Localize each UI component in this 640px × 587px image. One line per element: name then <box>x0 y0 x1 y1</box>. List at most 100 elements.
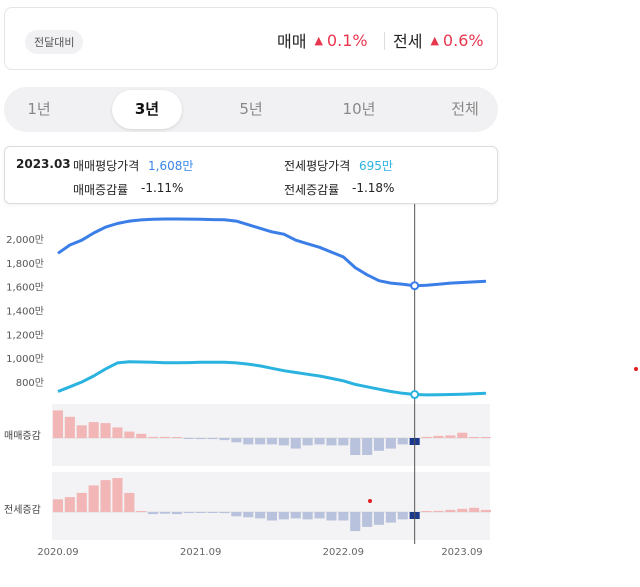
tooltip-date: 2023.03 <box>16 157 71 171</box>
change-bar <box>457 508 468 512</box>
change-bar <box>243 438 254 445</box>
change-bar <box>385 512 396 523</box>
sale-change-label: 매매 <box>277 32 307 51</box>
change-bar <box>278 512 289 520</box>
jeonse-change-value: 0.6% <box>442 30 484 50</box>
change-bar <box>433 510 444 512</box>
sale-change: 매매 ▲ 0.1% <box>277 28 368 52</box>
change-bar <box>100 423 111 438</box>
change-bar <box>266 438 277 445</box>
change-bar <box>421 511 432 512</box>
change-bar <box>112 427 123 438</box>
change-bar <box>350 512 361 532</box>
change-bar <box>64 497 75 512</box>
change-bar <box>171 512 182 515</box>
change-bar <box>171 437 182 438</box>
change-bar <box>302 438 313 446</box>
change-bar <box>148 512 159 515</box>
x-tick-label: 2020.09 <box>37 547 78 558</box>
x-tick-label: 2021.09 <box>180 547 221 558</box>
change-bar <box>64 416 75 439</box>
period-tabs: 1년 3년 5년 10년 전체 <box>4 87 498 132</box>
change-bar <box>338 512 349 521</box>
period-badge: 전달대비 <box>25 30 84 54</box>
change-bar <box>124 431 135 438</box>
change-bar <box>243 512 254 518</box>
y-tick-label: 2,000만 <box>6 234 44 246</box>
change-bar <box>148 436 159 438</box>
change-bar <box>195 512 206 513</box>
change-bar <box>385 438 396 449</box>
triangle-up-icon: ▲ <box>314 33 323 47</box>
tooltip-sale-rate-label: 매매증감률 <box>73 183 129 197</box>
price-line-0 <box>57 217 487 288</box>
y-tick-label: 1,000만 <box>6 353 44 365</box>
change-bar <box>326 438 337 446</box>
change-bar <box>159 436 170 438</box>
crosshair-point-0 <box>410 281 420 291</box>
change-bar <box>136 511 147 512</box>
change-bar <box>52 410 63 438</box>
change-bar <box>100 480 111 512</box>
change-bar <box>445 509 456 512</box>
change-bar <box>480 437 491 438</box>
change-bar <box>207 512 218 513</box>
change-bar <box>76 425 87 439</box>
change-bar <box>397 512 408 520</box>
change-bar <box>314 438 325 445</box>
tab-10y[interactable]: 10년 <box>342 100 376 118</box>
change-bar <box>314 512 325 519</box>
change-bar <box>88 485 99 512</box>
sale-change-value: 0.1% <box>326 30 368 50</box>
change-bar <box>195 438 206 440</box>
y-tick-label: 1,800만 <box>6 258 44 270</box>
bar-section-label: 매매증감 <box>4 430 41 442</box>
tooltip-jeonse-avg-label: 전세평당가격 <box>284 159 351 173</box>
change-bar <box>433 435 444 438</box>
change-bar <box>397 438 408 445</box>
tooltip-sale-avg-label: 매매평당가격 <box>73 159 140 173</box>
summary-divider <box>384 32 385 50</box>
x-tick-label: 2022.09 <box>323 547 364 558</box>
y-tick-label: 800만 <box>16 377 44 389</box>
change-bar <box>278 438 289 446</box>
tooltip-jeonse-rate-label: 전세증감률 <box>284 183 340 197</box>
price-chart[interactable]: 2,000만 1,800만 1,600만 1,400만 1,200만 1,000만 800만… <box>0 204 500 564</box>
tab-all[interactable]: 전체 <box>451 100 479 118</box>
change-bar <box>112 478 123 512</box>
y-tick-label: 1,200만 <box>6 329 44 341</box>
y-tick-label: 1,600만 <box>6 282 44 294</box>
change-bar <box>255 438 266 445</box>
change-bar <box>362 438 373 455</box>
tab-3y[interactable]: 3년 <box>112 90 182 129</box>
change-bar <box>338 438 349 446</box>
change-bar <box>183 438 194 439</box>
chart-tooltip: 2023.03 매매평당가격 1,608만 전세평당가격 695만 매매증감률 … <box>4 146 498 204</box>
change-bar <box>76 492 87 512</box>
change-bar <box>219 438 230 441</box>
change-bar <box>219 512 230 514</box>
triangle-up-icon: ▲ <box>430 33 439 47</box>
change-bar <box>350 438 361 455</box>
change-bar <box>207 438 218 440</box>
change-bar <box>373 438 384 451</box>
change-bar <box>266 512 277 521</box>
tooltip-sale-rate-value: -1.11% <box>141 181 184 195</box>
tooltip-sale-avg-value: 1,608만 <box>148 159 194 173</box>
tab-1y[interactable]: 1년 <box>27 100 51 118</box>
change-bar <box>421 436 432 438</box>
change-bar <box>124 492 135 512</box>
marker-dot <box>634 367 638 371</box>
change-bar <box>290 512 301 519</box>
change-bar <box>457 432 468 438</box>
change-bar <box>52 499 63 513</box>
tab-5y[interactable]: 5년 <box>239 100 263 118</box>
bar-section-label: 전세증감 <box>4 504 41 516</box>
change-bar <box>159 512 170 514</box>
jeonse-change: 전세 ▲ 0.6% <box>393 28 484 52</box>
change-bar <box>326 512 337 521</box>
change-bar <box>88 422 99 438</box>
x-tick-label: 2023.09 <box>441 547 482 558</box>
change-bar <box>136 433 147 439</box>
price-line-1 <box>57 360 487 397</box>
